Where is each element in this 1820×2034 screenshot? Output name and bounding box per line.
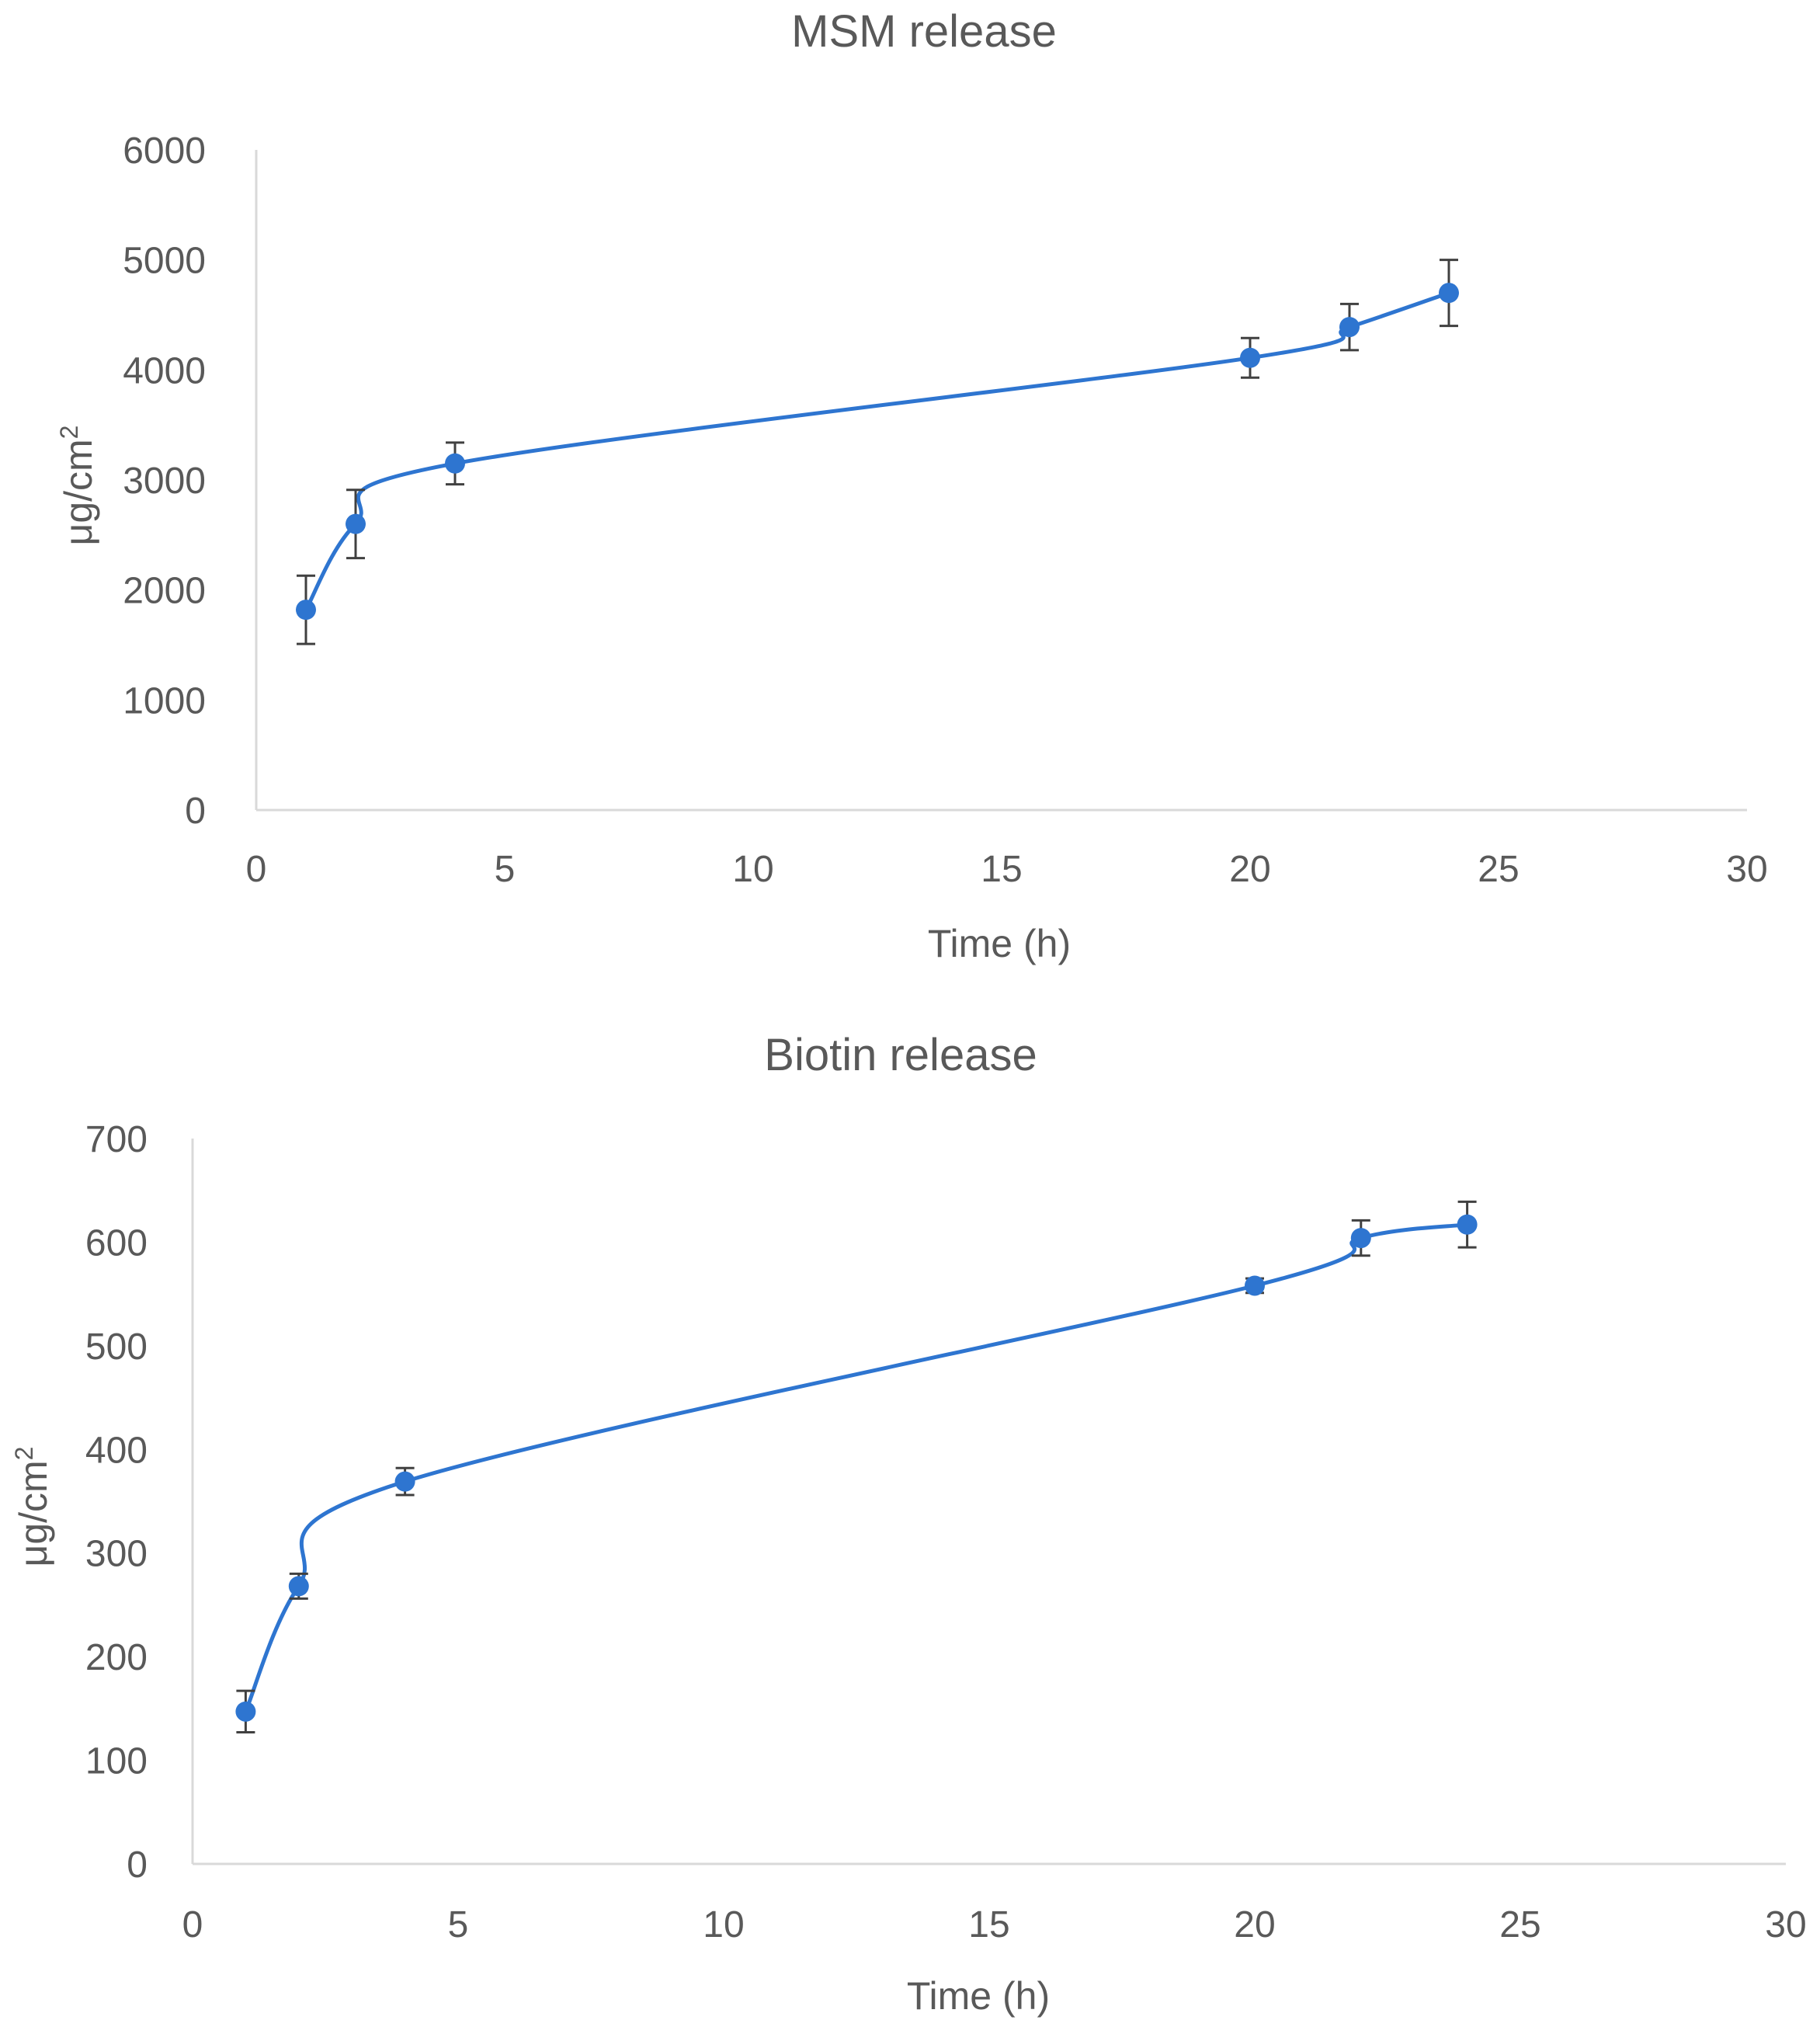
data-point xyxy=(235,1701,256,1722)
y-axis-title-main: μg/cm xyxy=(12,1460,55,1566)
x-tick-label: 0 xyxy=(246,849,267,890)
axes xyxy=(191,1139,1786,1865)
x-axis-title: Time (h) xyxy=(928,922,1071,965)
x-tick-label: 20 xyxy=(1229,849,1270,890)
y-tick-label: 500 xyxy=(85,1326,148,1368)
data-point xyxy=(288,1576,309,1597)
y-axis-title-superscript: 2 xyxy=(10,1447,38,1461)
y-tick-label: 0 xyxy=(127,1845,148,1886)
x-tick-label: 5 xyxy=(448,1904,469,1945)
x-tick-labels: 0 5 10 15 20 25 30 xyxy=(182,1904,1807,1945)
data-point xyxy=(1245,1275,1265,1296)
y-axis-title-main: μg/cm xyxy=(57,439,100,545)
y-tick-label: 300 xyxy=(85,1534,148,1575)
y-tick-labels: 0 100 200 300 400 500 600 700 xyxy=(85,1119,148,1886)
msm-release-chart: MSM release 0 5 10 15 20 25 30 0 1000 2000 3000 40… xyxy=(55,6,1768,965)
error-bars xyxy=(236,1200,1477,1734)
data-point xyxy=(394,1471,415,1492)
y-tick-label: 6000 xyxy=(123,130,206,172)
y-tick-labels: 0 1000 2000 3000 4000 5000 6000 xyxy=(123,130,206,832)
y-tick-label: 0 xyxy=(185,791,206,832)
x-tick-label: 25 xyxy=(1499,1904,1540,1945)
chart-title: Biotin release xyxy=(764,1030,1037,1080)
y-tick-label: 1000 xyxy=(123,680,206,721)
y-tick-label: 100 xyxy=(85,1741,148,1782)
y-axis-title-superscript: 2 xyxy=(55,426,83,440)
y-tick-label: 3000 xyxy=(123,461,206,502)
data-markers xyxy=(296,283,1459,621)
x-tick-label: 10 xyxy=(732,849,773,890)
error-bars xyxy=(297,259,1458,645)
x-tick-label: 0 xyxy=(182,1904,203,1945)
x-axis-title: Time (h) xyxy=(907,1974,1050,2018)
y-tick-label: 600 xyxy=(85,1222,148,1264)
y-tick-label: 400 xyxy=(85,1430,148,1471)
y-tick-label: 4000 xyxy=(123,350,206,391)
x-tick-label: 30 xyxy=(1726,849,1767,890)
data-point xyxy=(1439,283,1459,304)
x-tick-label: 15 xyxy=(981,849,1022,890)
x-tick-labels: 0 5 10 15 20 25 30 xyxy=(246,849,1768,890)
data-point xyxy=(1240,347,1260,368)
x-tick-label: 15 xyxy=(968,1904,1009,1945)
chart-title: MSM release xyxy=(791,6,1057,57)
data-point xyxy=(296,600,316,621)
data-point xyxy=(346,513,366,534)
x-tick-label: 25 xyxy=(1478,849,1519,890)
y-axis-title: μg/cm2 xyxy=(55,426,100,546)
axes xyxy=(255,150,1747,812)
x-tick-label: 5 xyxy=(495,849,516,890)
x-tick-label: 20 xyxy=(1234,1904,1275,1945)
biotin-release-chart: Biotin release 0 5 10 15 20 25 30 0 100 200 300 40… xyxy=(10,1030,1807,2018)
data-point xyxy=(445,453,465,474)
data-point xyxy=(1350,1228,1371,1249)
y-tick-label: 200 xyxy=(85,1637,148,1678)
y-tick-label: 2000 xyxy=(123,571,206,612)
y-axis-title: μg/cm2 xyxy=(10,1447,55,1567)
y-tick-label: 700 xyxy=(85,1119,148,1160)
y-tick-label: 5000 xyxy=(123,241,206,282)
x-tick-label: 30 xyxy=(1765,1904,1806,1945)
series-line xyxy=(304,290,1450,611)
data-markers xyxy=(235,1214,1478,1722)
x-tick-label: 10 xyxy=(703,1904,744,1945)
data-point xyxy=(1339,317,1360,338)
series-line xyxy=(244,1222,1467,1712)
data-point xyxy=(1457,1214,1478,1235)
